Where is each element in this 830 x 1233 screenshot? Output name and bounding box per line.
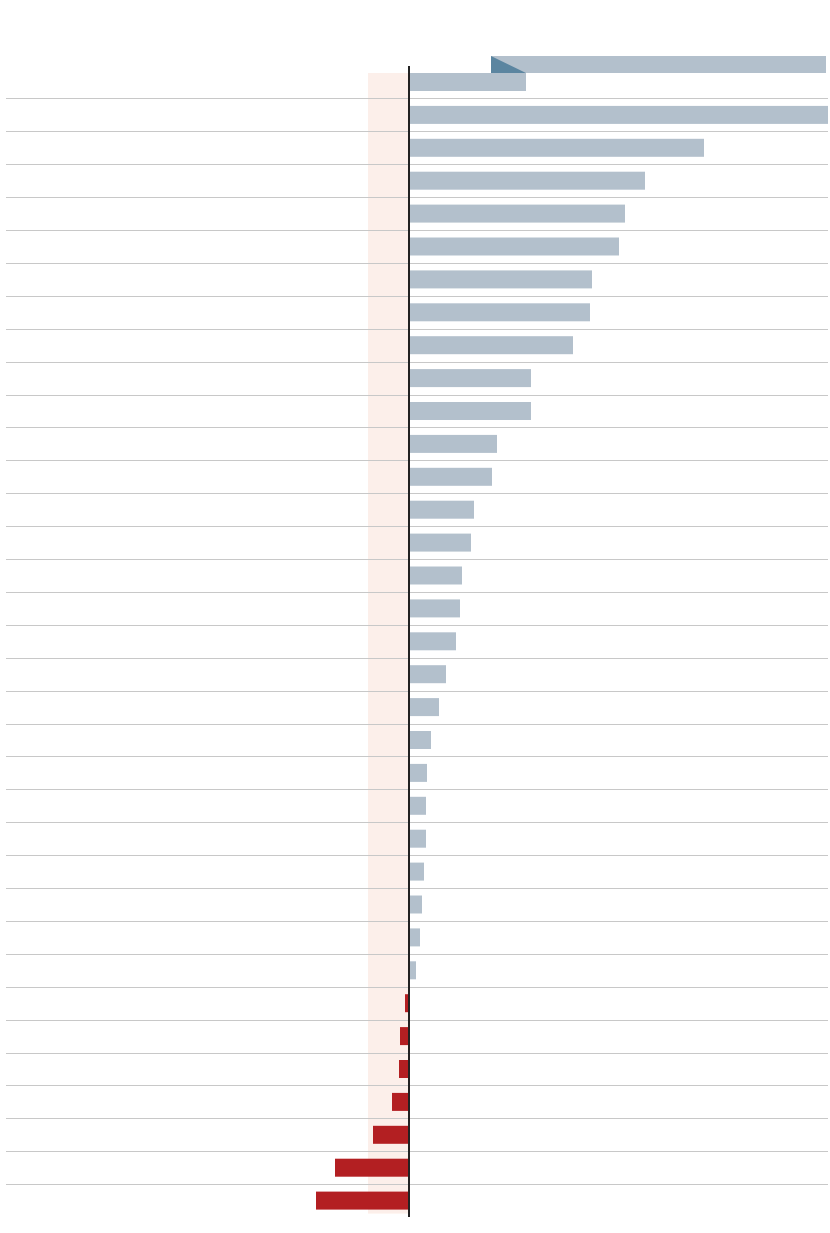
bar-positive [409,467,492,486]
bar-negative [335,1158,409,1177]
bar-negative [400,1027,409,1046]
bar-positive [409,369,531,388]
bar-positive [409,336,573,355]
bar-positive [409,533,471,552]
bar-negative [316,1191,409,1210]
overflow-bar [491,56,826,73]
bar-negative [392,1092,409,1111]
overflow-marker-triangle [491,56,526,73]
bar-negative [405,994,409,1013]
bar-positive [409,270,592,289]
bar-positive [409,698,439,717]
bar-positive [409,402,531,420]
bar-positive [409,599,460,618]
bar-positive [409,763,427,782]
bar-negative [373,1125,409,1144]
bar-positive [409,829,426,848]
bar-positive [409,566,462,585]
bar-positive [409,171,645,190]
bar-positive [409,204,625,223]
bar-positive [409,105,828,124]
bar-positive [409,665,446,684]
bar-positive [409,796,426,815]
bar-positive [409,237,619,256]
bar-positive [409,303,590,322]
bar-negative [399,1060,409,1078]
bar-positive [409,895,422,914]
bar-positive [409,862,424,881]
bar-positive [409,961,416,980]
bar-positive [409,434,497,453]
bar-positive [409,928,420,947]
bar-positive [409,632,456,651]
bar-positive [409,500,474,519]
bar-positive [409,73,526,91]
bar-positive [409,138,704,157]
bar-positive [409,731,431,749]
